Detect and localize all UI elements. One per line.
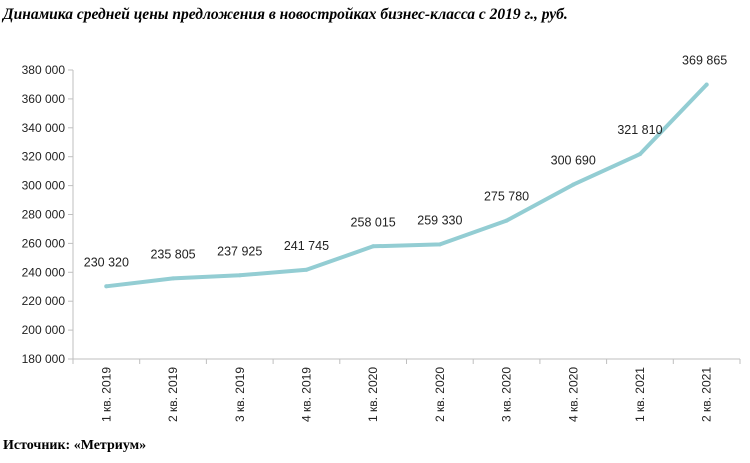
data-label: 230 320 bbox=[84, 255, 129, 269]
y-tick-label: 380 000 bbox=[22, 63, 66, 77]
data-label: 237 925 bbox=[217, 244, 262, 258]
x-axis-ticks: 1 кв. 2019 2 кв. 2019 3 кв. 2019 4 кв. 2019… bbox=[72, 359, 741, 422]
chart-axes bbox=[72, 70, 740, 360]
data-label: 369 865 bbox=[682, 54, 727, 68]
data-label: 275 780 bbox=[484, 190, 529, 204]
data-point bbox=[704, 82, 709, 87]
x-tick-label: 3 кв. 2019 bbox=[233, 367, 247, 422]
x-tick-label: 4 кв. 2019 bbox=[299, 367, 313, 422]
y-tick-label: 300 000 bbox=[22, 179, 66, 193]
y-tick-label: 340 000 bbox=[22, 121, 66, 135]
y-axis-ticks: 180 000 200 000 220 000 240 000 260 000 280 0… bbox=[22, 63, 73, 366]
chart-data-labels: 230 320 235 805 237 925 241 745 258 015 259 3… bbox=[84, 54, 728, 270]
x-tick-label: 2 кв. 2019 bbox=[166, 367, 180, 422]
x-tick-label: 1 кв. 2021 bbox=[633, 367, 647, 422]
x-tick-label: 2 кв. 2021 bbox=[700, 367, 714, 422]
x-tick-label: 2 кв. 2020 bbox=[433, 367, 447, 422]
x-tick-label: 1 кв. 2020 bbox=[366, 367, 380, 422]
data-label: 241 745 bbox=[284, 239, 329, 253]
data-point bbox=[304, 267, 309, 272]
data-label: 259 330 bbox=[417, 213, 462, 227]
data-point bbox=[171, 276, 176, 281]
data-point bbox=[237, 273, 242, 278]
data-point bbox=[437, 242, 442, 247]
data-point bbox=[637, 152, 642, 157]
y-tick-label: 280 000 bbox=[22, 208, 66, 222]
x-tick-label: 1 кв. 2019 bbox=[99, 367, 113, 422]
y-tick-label: 200 000 bbox=[22, 323, 66, 337]
x-tick-label: 4 кв. 2020 bbox=[566, 367, 580, 422]
data-label: 258 015 bbox=[351, 215, 396, 229]
y-tick-label: 260 000 bbox=[22, 236, 66, 250]
chart-source: Источник: «Метриум» bbox=[3, 438, 147, 453]
y-tick-label: 320 000 bbox=[22, 150, 66, 164]
chart-title: Динамика средней цены предложения в ново… bbox=[3, 6, 568, 23]
chart-series bbox=[104, 82, 709, 289]
data-point bbox=[104, 284, 109, 289]
y-tick-label: 360 000 bbox=[22, 92, 66, 106]
data-point bbox=[504, 218, 509, 223]
y-tick-label: 220 000 bbox=[22, 294, 66, 308]
data-point bbox=[371, 244, 376, 249]
data-label: 235 805 bbox=[150, 247, 195, 261]
series-line bbox=[104, 82, 709, 289]
data-label: 300 690 bbox=[551, 154, 596, 168]
data-label: 321 810 bbox=[617, 123, 662, 137]
y-tick-label: 240 000 bbox=[22, 265, 66, 279]
data-point bbox=[571, 182, 576, 187]
y-tick-label: 180 000 bbox=[22, 352, 66, 366]
x-tick-label: 3 кв. 2020 bbox=[500, 367, 514, 422]
